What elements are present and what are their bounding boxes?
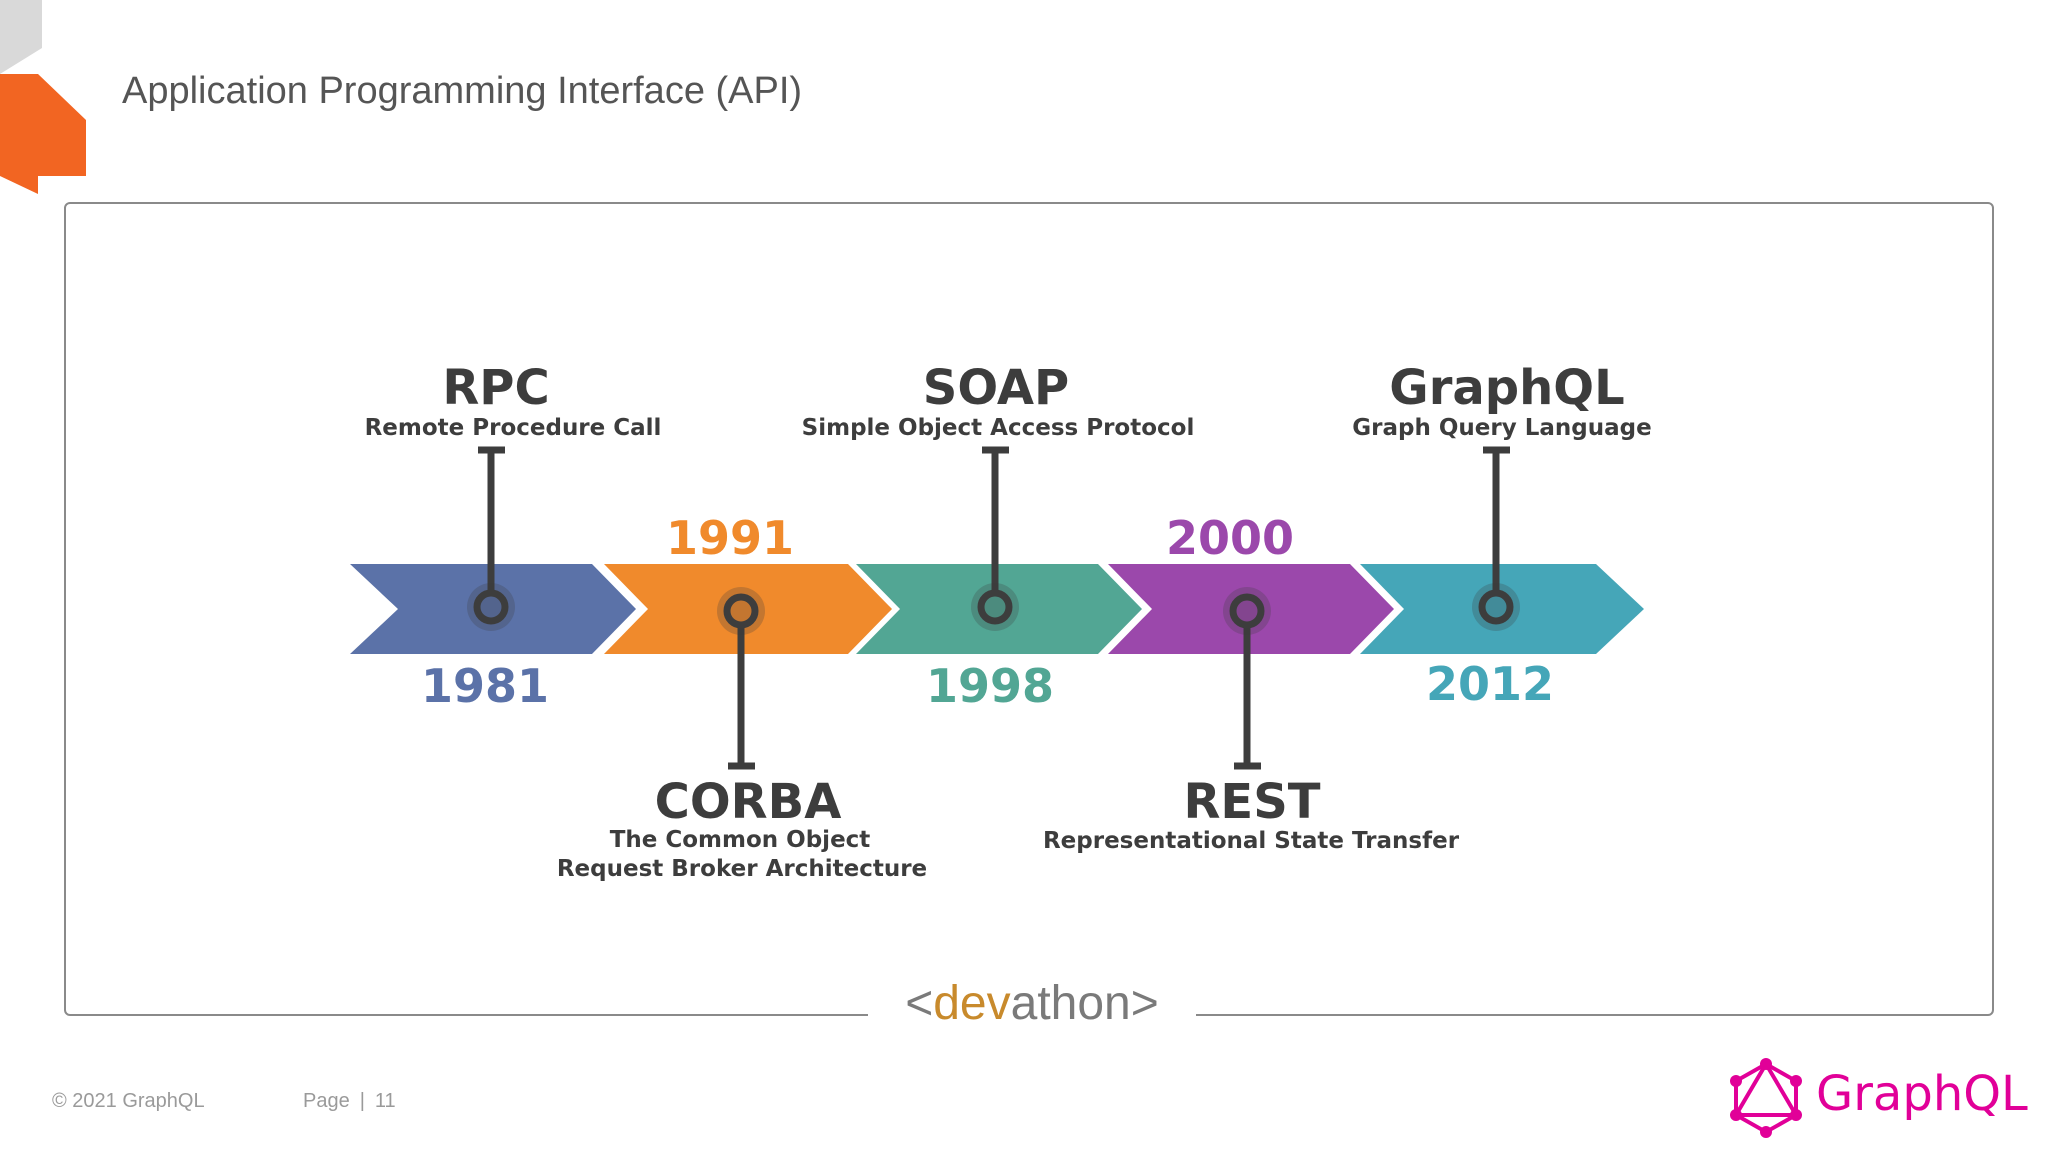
label-corba-name: CORBA xyxy=(655,774,842,830)
node-ring-soap xyxy=(977,589,1013,625)
graphql-logo-icon xyxy=(1730,1058,1802,1138)
timeline-segment-1998 xyxy=(856,564,1142,654)
frame-gap xyxy=(868,1000,1196,1030)
node-ring-rpc xyxy=(473,589,509,625)
timeline-segment-1981 xyxy=(350,564,636,654)
label-rpc-desc: Remote Procedure Call xyxy=(365,415,662,441)
corner-orange-tail xyxy=(0,176,38,194)
corner-decoration xyxy=(0,0,86,194)
brand-open-bracket: < xyxy=(905,977,934,1030)
label-soap-name: SOAP xyxy=(923,360,1069,416)
node-ring-graphql xyxy=(1478,589,1514,625)
footer-separator: | xyxy=(359,1090,365,1112)
year-1991: 1991 xyxy=(666,511,794,565)
label-corba-desc-2: Request Broker Architecture xyxy=(557,856,927,882)
footer-copyright: © 2021 GraphQL xyxy=(52,1090,205,1112)
corner-orange-shape xyxy=(0,74,86,176)
brand-close-bracket: > xyxy=(1130,977,1159,1030)
label-soap-desc: Simple Object Access Protocol xyxy=(802,415,1195,441)
label-graphql-name: GraphQL xyxy=(1389,360,1624,416)
footer-page-number: 11 xyxy=(374,1090,396,1112)
timeline-segment-1991 xyxy=(604,564,892,654)
footer-page-info: Page | 11 xyxy=(303,1090,396,1113)
node-ring-rest xyxy=(1229,593,1265,629)
node-ring-corba xyxy=(723,593,759,629)
brand-dev: dev xyxy=(933,977,1011,1030)
corner-gray-shape xyxy=(0,0,42,74)
year-1981: 1981 xyxy=(421,659,549,713)
brand-athon: athon xyxy=(1010,977,1131,1030)
year-1998: 1998 xyxy=(926,659,1054,713)
footer-page-label: Page xyxy=(303,1090,350,1112)
label-graphql-desc: Graph Query Language xyxy=(1352,415,1651,441)
label-rest-desc: Representational State Transfer xyxy=(1043,828,1460,854)
slide-title: Application Programming Interface (API) xyxy=(122,70,803,112)
graphql-logo-text: GraphQL xyxy=(1816,1066,2028,1122)
timeline-segment-2000 xyxy=(1108,564,1394,654)
year-2000: 2000 xyxy=(1166,511,1294,565)
year-2012: 2012 xyxy=(1426,657,1554,711)
label-corba-desc-1: The Common Object xyxy=(610,827,871,853)
timeline-segment-2012 xyxy=(1360,564,1644,654)
devathon-brand: <devathon> xyxy=(868,976,1196,1031)
label-rpc-name: RPC xyxy=(442,360,549,416)
label-rest-name: REST xyxy=(1183,774,1320,830)
